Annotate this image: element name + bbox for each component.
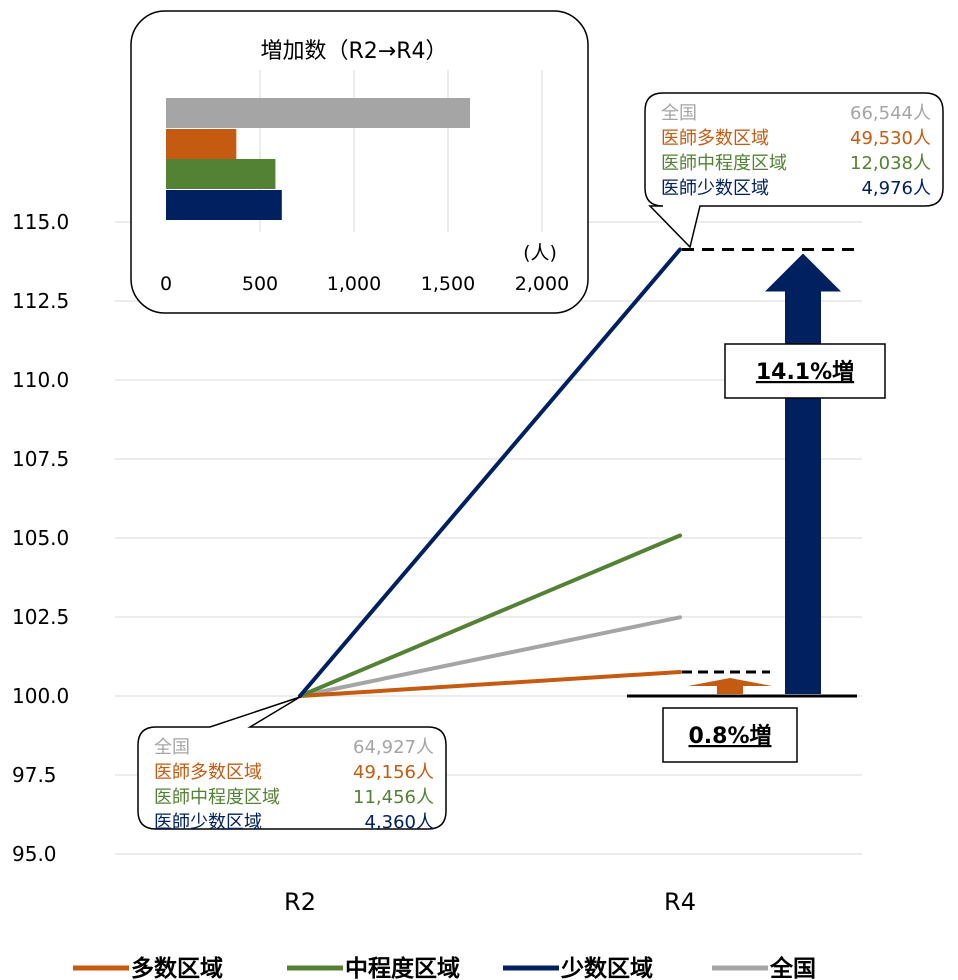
y-tick-label: 95.0 xyxy=(12,842,57,866)
callout-row-label: 医師中程度区域 xyxy=(661,153,787,174)
inset-frame xyxy=(130,10,589,314)
legend-label: 少数区域 xyxy=(560,955,653,980)
small-increase-arrow xyxy=(688,677,772,694)
callout-row-value: 66,544人 xyxy=(850,103,931,124)
callout-row-value: 49,156人 xyxy=(353,762,434,783)
callout-row-label: 医師中程度区域 xyxy=(154,787,280,808)
callout-row-value: 4,360人 xyxy=(364,812,434,833)
callout-row-label: 医師少数区域 xyxy=(661,178,769,199)
large-increase-box xyxy=(724,343,886,399)
large-increase-label: 14.1%増 xyxy=(756,359,854,385)
inset-bar xyxy=(166,98,470,128)
y-tick-label: 97.5 xyxy=(12,763,57,787)
callout-row-value: 64,927人 xyxy=(353,737,434,758)
y-tick-label: 110.0 xyxy=(12,368,69,392)
callout-r4 xyxy=(644,92,944,249)
callout-row-label: 全国 xyxy=(154,737,190,758)
x-tick-label: R4 xyxy=(664,888,696,916)
y-tick-label: 102.5 xyxy=(12,605,69,629)
y-tick-label: 100.0 xyxy=(12,684,69,708)
series-line xyxy=(298,615,682,698)
callout-row-value: 12,038人 xyxy=(850,153,931,174)
y-tick-label: 107.5 xyxy=(12,447,69,471)
legend-label: 中程度区域 xyxy=(345,955,460,980)
inset-tick-label: 500 xyxy=(242,273,278,295)
small-increase-box xyxy=(662,707,798,763)
inset-tick-label: 2,000 xyxy=(515,273,569,295)
callout-row-label: 医師多数区域 xyxy=(154,762,262,783)
large-increase-arrow xyxy=(765,253,841,694)
inset-tick-label: 1,000 xyxy=(327,273,381,295)
inset-bar xyxy=(166,129,237,159)
legend: 多数区域 中程度区域 少数区域 全国 xyxy=(73,955,816,980)
y-tick-label: 115.0 xyxy=(12,210,69,234)
callout-row-value: 49,530人 xyxy=(850,128,931,149)
inset-bar xyxy=(166,159,276,189)
inset-bar xyxy=(166,190,282,220)
callout-row-label: 全国 xyxy=(661,103,697,124)
callout-row-value: 4,976人 xyxy=(861,178,931,199)
inset-bar-chart: 増加数（R2→R4） 0 500 1,000 1,500 2,000 (人) xyxy=(130,10,589,314)
x-axis: R2 R4 xyxy=(284,888,696,916)
increase-arrows: 14.1%増 0.8%増 xyxy=(627,247,886,763)
inset-unit-label: (人) xyxy=(523,242,557,264)
y-axis: 95.0 97.5 100.0 102.5 105.0 107.5 110.0 112.5 11… xyxy=(12,210,69,866)
series-line xyxy=(298,669,682,698)
callout-r2 xyxy=(137,696,447,830)
callout-row-value: 11,456人 xyxy=(353,787,434,808)
callout-row-label: 医師多数区域 xyxy=(661,128,769,149)
legend-label: 多数区域 xyxy=(131,955,223,980)
inset-tick-label: 1,500 xyxy=(421,273,475,295)
inset-tick-label: 0 xyxy=(160,273,172,295)
y-tick-label: 105.0 xyxy=(12,526,69,550)
small-increase-label: 0.8%増 xyxy=(688,723,771,749)
x-tick-label: R2 xyxy=(284,888,316,916)
callout-row-label: 医師少数区域 xyxy=(154,812,262,833)
series-line xyxy=(298,247,682,698)
y-tick-label: 112.5 xyxy=(12,289,69,313)
inset-title: 増加数（R2→R4） xyxy=(260,39,447,64)
series-lines xyxy=(298,247,682,698)
series-line xyxy=(298,533,682,698)
legend-label: 全国 xyxy=(769,955,816,980)
